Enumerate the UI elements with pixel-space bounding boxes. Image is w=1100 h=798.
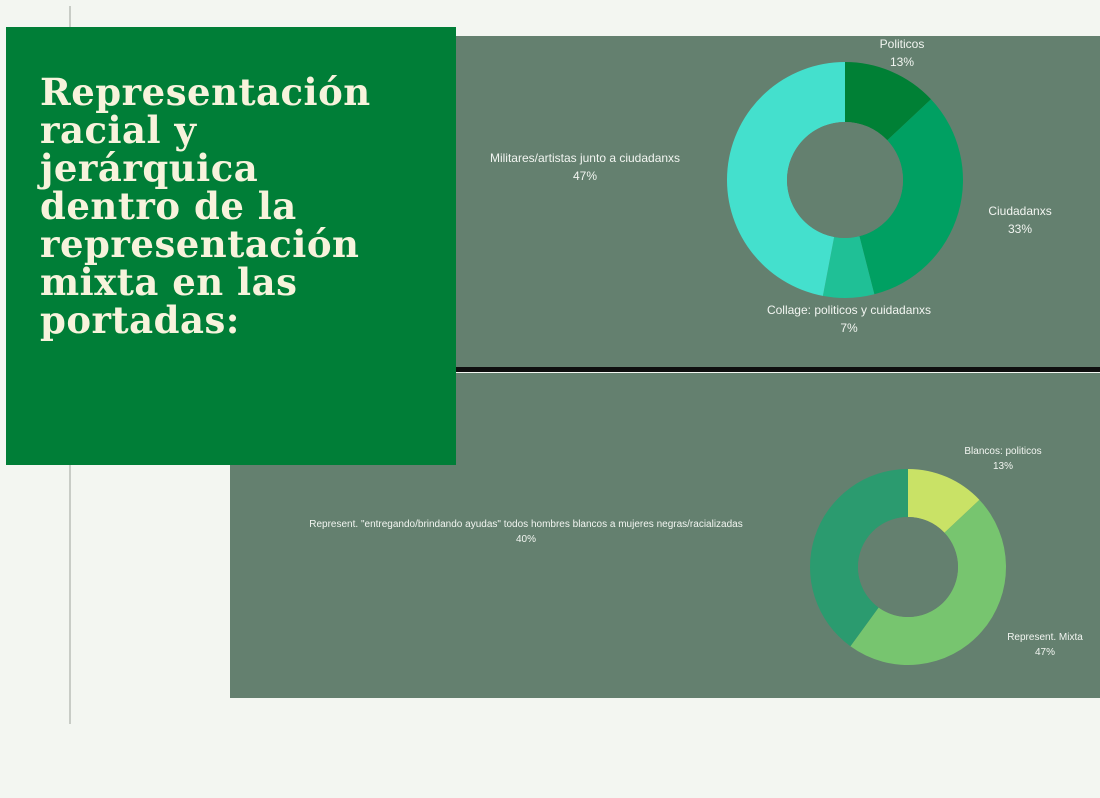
- slice-label-blancos: Blancos: politicos 13%: [964, 444, 1041, 474]
- slice-label-entregando: Represent. "entregando/brindando ayudas"…: [309, 517, 742, 547]
- donut-1-slice-2: [859, 99, 963, 295]
- slice-value-text: 7%: [840, 321, 858, 335]
- donut-1-slice-4: [727, 62, 845, 296]
- donut-2-slice-2: [850, 499, 1006, 665]
- slice-label-text: Collage: politicos y cuidadanxs: [766, 303, 932, 317]
- slice-label-collage: Collage: politicos y cuidadanxs 7%: [767, 301, 931, 337]
- donut-1-slice-3: [822, 236, 875, 298]
- slice-value-text: 47%: [1034, 647, 1055, 658]
- donut-2-slice-3: [809, 469, 908, 647]
- slice-label-mixta: Represent. Mixta 47%: [1007, 630, 1083, 660]
- slice-value-text: 40%: [515, 534, 537, 545]
- slice-label-text: Represent. Mixta: [1007, 632, 1083, 643]
- page-title: Representación racial y jerárquica dentr…: [40, 70, 371, 342]
- donut-2-hole: [858, 517, 958, 617]
- title-box: Representación racial y jerárquica dentr…: [6, 27, 456, 465]
- donut-chart-2: [809, 469, 1006, 665]
- donut-chart-1: [727, 62, 963, 298]
- slice-value-text: 47%: [572, 169, 598, 183]
- donut-1-hole: [787, 122, 903, 238]
- slice-label-text: Militares/artistas junto a ciudadanxs: [489, 151, 681, 165]
- slice-label-text: Ciudadanxs: [988, 204, 1052, 218]
- slice-label-text: Politicos: [879, 37, 925, 51]
- slice-value-text: 13%: [992, 461, 1014, 472]
- donut-2-slice-1: [908, 469, 980, 533]
- slice-value-text: 33%: [1007, 222, 1033, 236]
- panel-divider: [456, 367, 1100, 372]
- slice-label-ciudadanxs: Ciudadanxs 33%: [988, 202, 1051, 238]
- slice-label-politicos: Politicos 13%: [880, 35, 925, 71]
- slice-label-text: Blancos: politicos: [964, 446, 1042, 457]
- slice-label-militares: Militares/artistas junto a ciudadanxs 47…: [490, 149, 680, 185]
- donut-1-slice-1: [845, 62, 932, 141]
- slice-label-text: Represent. "entregando/brindando ayudas"…: [309, 519, 743, 530]
- slice-value-text: 13%: [889, 55, 915, 69]
